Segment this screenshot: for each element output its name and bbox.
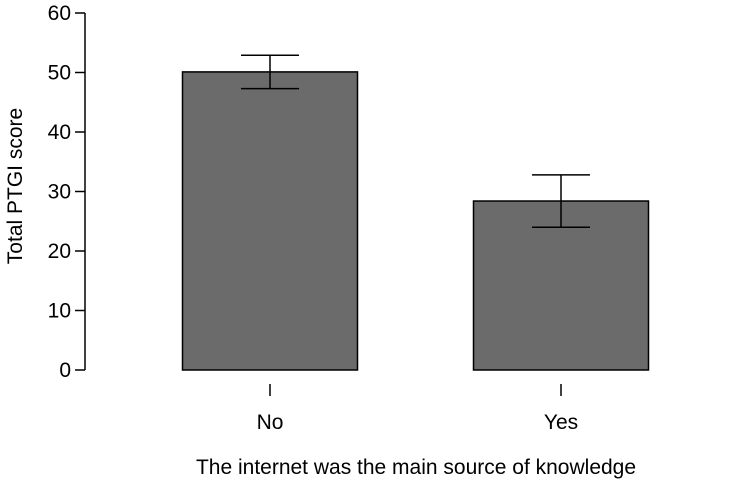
y-axis: 0 10 20 30 40 50 60: [48, 2, 86, 382]
y-tick-label: 40: [48, 121, 71, 144]
bars: [181, 71, 650, 371]
y-tick-label: 30: [48, 181, 71, 204]
x-axis: No Yes: [257, 384, 578, 434]
y-tick-label: 60: [48, 2, 71, 25]
error-bars: [241, 54, 590, 228]
x-tick-label-no: No: [257, 411, 284, 434]
y-tick-label: 10: [48, 300, 71, 323]
y-tick-label: 20: [48, 240, 71, 263]
y-axis-title: Total PTGI score: [4, 108, 27, 264]
y-tick-label: 0: [59, 359, 71, 382]
y-tick-label: 50: [48, 62, 71, 85]
bar-no: [181, 71, 359, 371]
x-tick-label-yes: Yes: [544, 411, 578, 434]
x-axis-title: The internet was the main source of know…: [196, 456, 636, 479]
